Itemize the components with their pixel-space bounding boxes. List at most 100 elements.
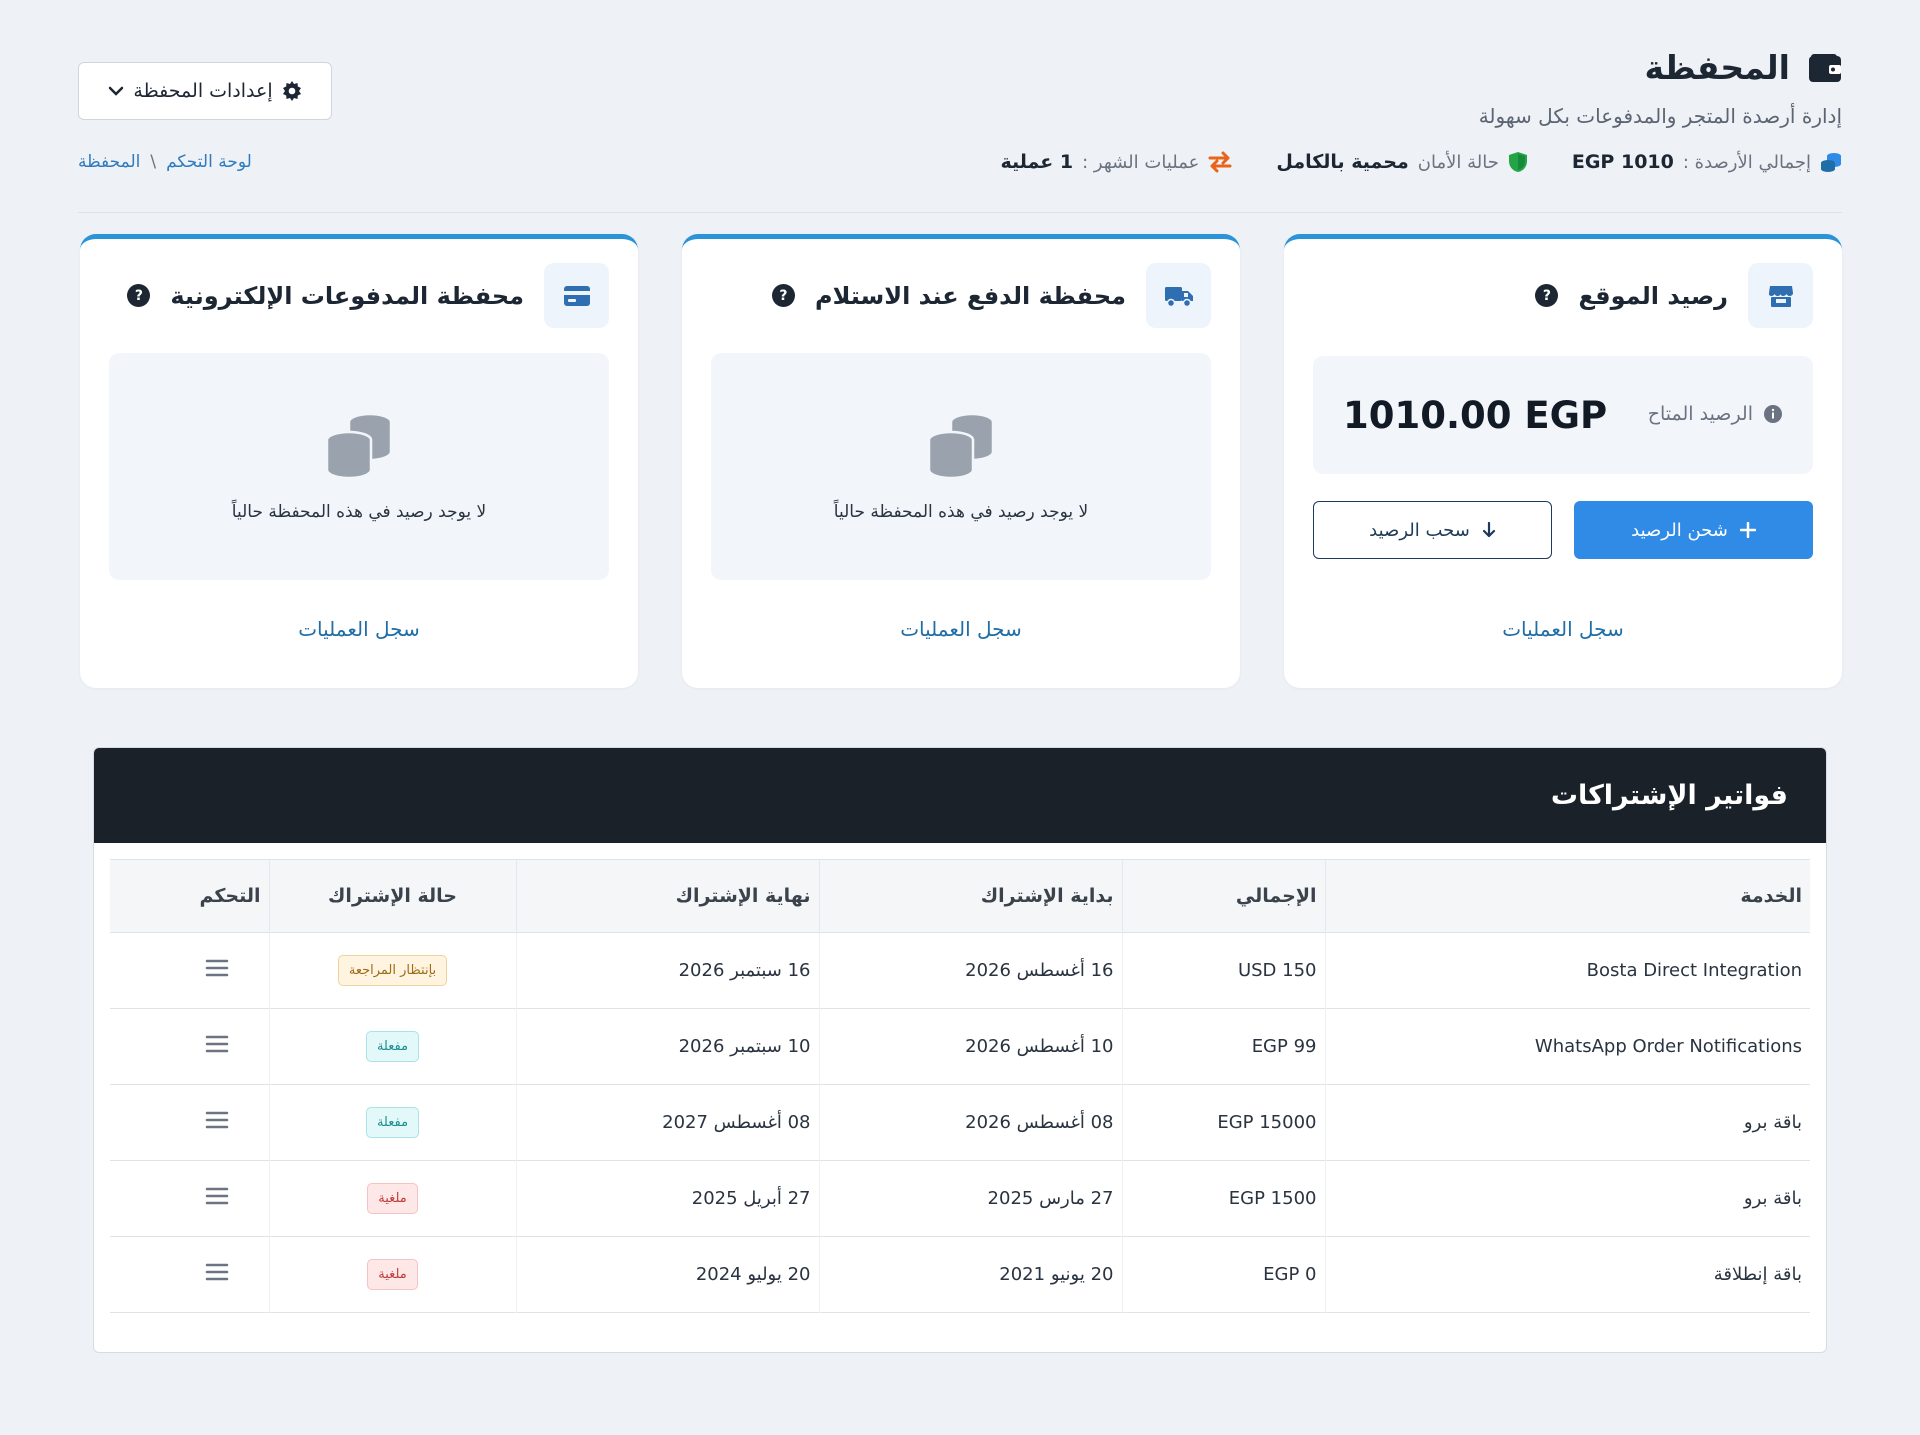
stat-security: حالة الأمان محمية بالكامل — [1276, 151, 1528, 173]
balance-value: 1010.00 EGP — [1343, 394, 1608, 437]
transactions-log-link[interactable]: سجل العمليات — [900, 617, 1022, 641]
breadcrumb-dashboard[interactable]: لوحة التحكم — [166, 152, 252, 172]
total-cell: EGP 99 — [1121, 1008, 1325, 1085]
arrow-down-icon — [1482, 522, 1496, 538]
status-badge: مفعلة — [365, 1107, 420, 1138]
table-row: باقة برو EGP 1500 27 مارس 2025 27 أبريل 202… — [110, 1160, 1810, 1237]
chevron-down-icon — [108, 85, 124, 97]
card-header: رصيد الموقع ? — [1535, 263, 1813, 328]
service-cell: WhatsApp Order Notifications — [1324, 1008, 1810, 1085]
page-subtitle: إدارة أرصدة المتجر والمدفوعات بكل سهولة — [1478, 104, 1842, 128]
card-header: محفظة المدفوعات الإلكترونية ? — [127, 263, 609, 328]
status-cell: مفعلة — [268, 1008, 516, 1085]
control-cell — [110, 933, 269, 1009]
help-icon[interactable]: ? — [1535, 284, 1559, 307]
wallet-settings-button[interactable]: إعدادات المحفظة — [78, 62, 332, 120]
transactions-log-link[interactable]: سجل العمليات — [1502, 617, 1624, 641]
control-cell — [110, 1085, 269, 1161]
breadcrumb-wallet[interactable]: المحفظة — [78, 152, 141, 172]
page-header: المحفظة إدارة أرصدة المتجر والمدفوعات بك… — [78, 48, 1842, 213]
balance-actions: شحن الرصيد سحب الرصيد — [1313, 501, 1813, 559]
balance-label: الرصيد المتاح — [1647, 403, 1753, 425]
shield-icon — [1508, 151, 1528, 173]
coins-icon — [1820, 151, 1842, 173]
service-cell: باقة إنطلاقة — [1324, 1236, 1810, 1313]
status-cell: مفعلة — [268, 1084, 516, 1161]
stat-monthly-ops: عمليات الشهر : 1 عملية — [1001, 151, 1233, 173]
balance-label-row: الرصيد المتاح — [1648, 403, 1783, 425]
start-date-cell: 20 يونيو 2021 — [818, 1236, 1122, 1313]
status-badge: بإنتظار المراجعة — [337, 955, 448, 986]
stat-label: حالة الأمان — [1417, 151, 1499, 173]
status-badge: ملغية — [367, 1183, 418, 1214]
charge-balance-label: شحن الرصيد — [1631, 519, 1728, 541]
menu-icon[interactable] — [205, 1262, 229, 1282]
transactions-log-link[interactable]: سجل العمليات — [298, 617, 420, 641]
stat-value: EGP 1010 — [1571, 151, 1674, 173]
epay-wallet-card: محفظة المدفوعات الإلكترونية ? لا يوجد رص… — [80, 234, 638, 688]
title-row: المحفظة — [1644, 48, 1842, 87]
stat-total-balance: إجمالي الأرصدة : EGP 1010 — [1572, 151, 1842, 173]
menu-icon[interactable] — [205, 1110, 229, 1130]
control-cell — [110, 1161, 269, 1237]
end-date-cell: 16 سبتمبر 2026 — [515, 932, 819, 1009]
table-row: باقة برو EGP 15000 08 أغسطس 2026 08 أغسطس 2… — [110, 1084, 1810, 1161]
wallet-settings-label: إعدادات المحفظة — [133, 80, 273, 102]
truck-icon — [1146, 263, 1211, 328]
table-body: Bosta Direct Integration USD 150 16 أغسطس … — [110, 932, 1810, 1313]
gear-icon — [282, 81, 302, 101]
breadcrumb-separator: \ — [150, 152, 157, 172]
charge-balance-button[interactable]: شحن الرصيد — [1574, 501, 1813, 559]
end-date-cell: 08 أغسطس 2027 — [515, 1084, 819, 1161]
stat-label: عمليات الشهر : — [1082, 151, 1200, 173]
service-cell: باقة برو — [1324, 1084, 1810, 1161]
breadcrumb: المحفظة \ لوحة التحكم — [78, 152, 252, 172]
total-cell: EGP 1500 — [1121, 1160, 1325, 1237]
status-cell: ملغية — [268, 1160, 516, 1237]
column-header: حالة الإشتراك — [268, 859, 516, 933]
withdraw-balance-label: سحب الرصيد — [1369, 519, 1470, 541]
table-title: فواتير الإشتراكات — [1550, 780, 1788, 811]
end-date-cell: 27 أبريل 2025 — [515, 1160, 819, 1237]
cod-wallet-card: محفظة الدفع عند الاستلام ? لا يوجد رصيد … — [682, 234, 1240, 688]
card-title: محفظة المدفوعات الإلكترونية — [170, 281, 524, 310]
withdraw-balance-button[interactable]: سحب الرصيد — [1313, 501, 1552, 559]
page-title: المحفظة — [1644, 48, 1790, 87]
help-icon[interactable]: ? — [771, 284, 795, 307]
stat-label: إجمالي الأرصدة : — [1682, 151, 1811, 173]
total-cell: USD 150 — [1121, 932, 1325, 1009]
empty-state: لا يوجد رصيد في هذه المحفظة حالياً — [109, 353, 609, 580]
column-header: الخدمة — [1324, 859, 1810, 933]
site-balance-card: رصيد الموقع ? الرصيد المتاح 1010.00 EGP … — [1284, 234, 1842, 688]
column-header: بداية الإشتراك — [818, 859, 1122, 933]
table-header: فواتير الإشتراكات — [94, 748, 1826, 843]
help-icon[interactable]: ? — [127, 284, 151, 307]
menu-icon[interactable] — [205, 1034, 229, 1054]
status-cell: ملغية — [268, 1236, 516, 1313]
start-date-cell: 16 أغسطس 2026 — [818, 932, 1122, 1009]
card-title: رصيد الموقع — [1578, 281, 1728, 310]
menu-icon[interactable] — [205, 1186, 229, 1206]
stat-value: 1 عملية — [1000, 151, 1074, 173]
start-date-cell: 10 أغسطس 2026 — [818, 1008, 1122, 1085]
service-cell: باقة برو — [1324, 1160, 1810, 1237]
column-header: نهاية الإشتراك — [515, 859, 819, 933]
service-cell: Bosta Direct Integration — [1324, 932, 1810, 1009]
stat-value: محمية بالكامل — [1276, 151, 1409, 173]
status-badge: ملغية — [367, 1259, 418, 1290]
invoices-table: الخدمة الإجمالي بداية الإشتراك نهاية الإ… — [110, 859, 1810, 1313]
start-date-cell: 08 أغسطس 2026 — [818, 1084, 1122, 1161]
control-cell — [110, 1009, 269, 1085]
menu-icon[interactable] — [205, 958, 229, 978]
table-header-row: الخدمة الإجمالي بداية الإشتراك نهاية الإ… — [110, 859, 1810, 933]
end-date-cell: 10 سبتمبر 2026 — [515, 1008, 819, 1085]
table-row: باقة إنطلاقة EGP 0 20 يونيو 2021 20 يوليو 2… — [110, 1236, 1810, 1313]
column-header: التحكم — [199, 885, 261, 907]
control-cell — [110, 1237, 269, 1313]
card-title: محفظة الدفع عند الاستلام — [814, 281, 1126, 310]
status-badge: مفعلة — [365, 1031, 420, 1062]
total-cell: EGP 0 — [1121, 1236, 1325, 1313]
status-cell: بإنتظار المراجعة — [268, 932, 516, 1009]
header-stats: إجمالي الأرصدة : EGP 1010 حالة الأمان مح… — [1001, 151, 1843, 173]
end-date-cell: 20 يوليو 2024 — [515, 1236, 819, 1313]
